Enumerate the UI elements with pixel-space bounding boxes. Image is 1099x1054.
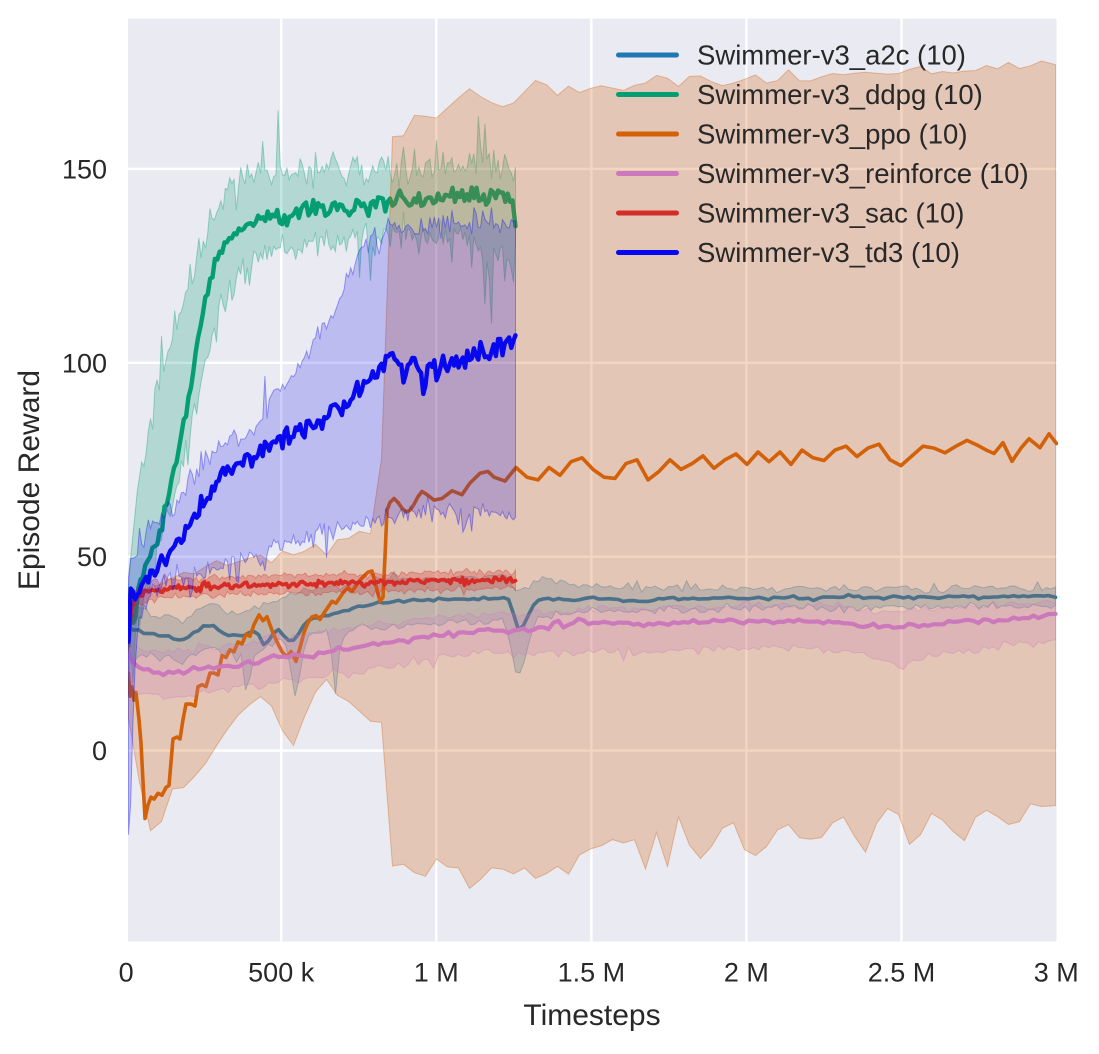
svg-text:150: 150	[62, 154, 107, 184]
svg-text:Swimmer-v3_a2c (10): Swimmer-v3_a2c (10)	[697, 40, 966, 71]
svg-text:Timesteps: Timesteps	[523, 999, 660, 1032]
svg-text:2 M: 2 M	[724, 958, 769, 988]
svg-text:500 k: 500 k	[248, 958, 315, 988]
svg-text:Swimmer-v3_ppo (10): Swimmer-v3_ppo (10)	[697, 119, 968, 150]
svg-text:1.5 M: 1.5 M	[558, 958, 626, 988]
svg-text:Swimmer-v3_reinforce (10): Swimmer-v3_reinforce (10)	[697, 158, 1029, 189]
svg-text:100: 100	[62, 348, 107, 378]
svg-text:3 M: 3 M	[1034, 958, 1079, 988]
svg-text:1 M: 1 M	[414, 958, 459, 988]
svg-text:0: 0	[92, 736, 107, 766]
svg-text:50: 50	[77, 542, 107, 572]
svg-text:0: 0	[119, 958, 134, 988]
svg-text:2.5 M: 2.5 M	[868, 958, 936, 988]
svg-text:Swimmer-v3_sac (10): Swimmer-v3_sac (10)	[697, 198, 964, 229]
svg-text:Swimmer-v3_ddpg (10): Swimmer-v3_ddpg (10)	[697, 79, 983, 110]
svg-text:Episode Reward: Episode Reward	[13, 370, 46, 590]
svg-text:Swimmer-v3_td3 (10): Swimmer-v3_td3 (10)	[697, 237, 960, 268]
